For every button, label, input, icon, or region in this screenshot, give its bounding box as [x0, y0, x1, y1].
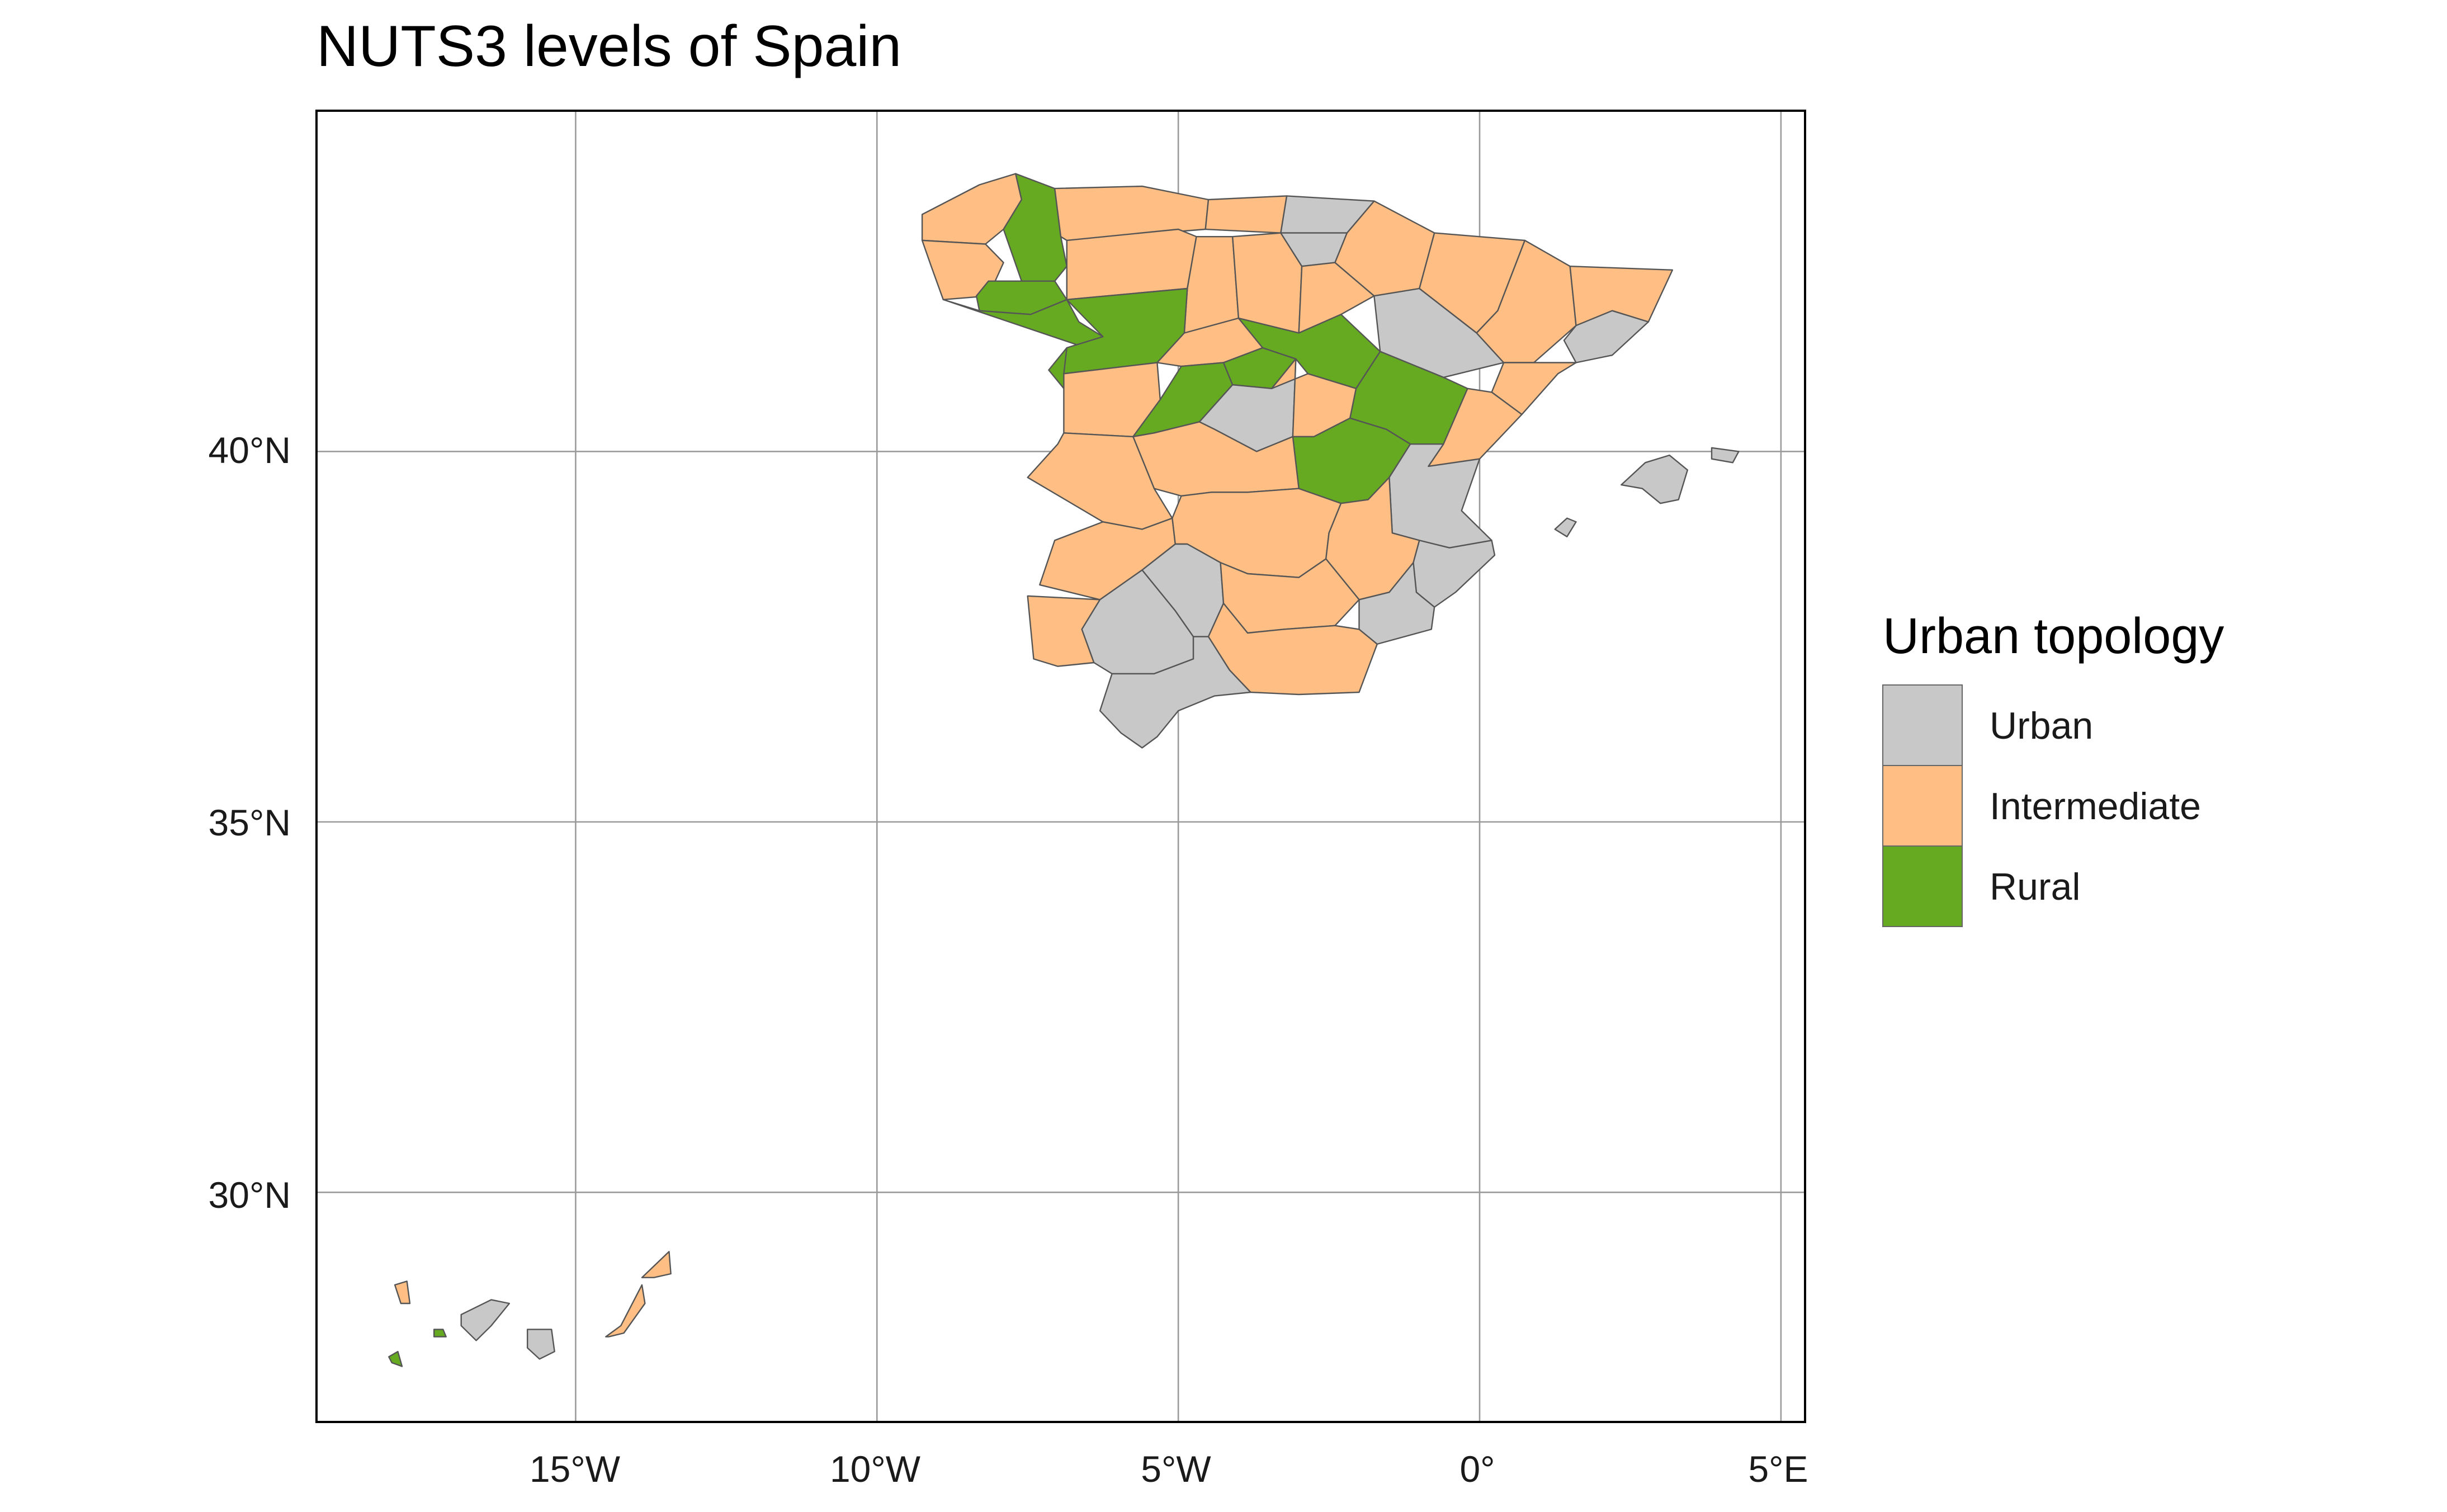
region-intermediate-53: [605, 1284, 646, 1338]
region-intermediate-6: [1204, 195, 1288, 234]
map-panel: [315, 110, 1806, 1423]
region-rural-50: [388, 1350, 403, 1367]
legend-label-urban: Urban: [1990, 705, 2093, 747]
legend-title: Urban topology: [1883, 608, 2224, 664]
region-urban-46: [1621, 454, 1689, 504]
legend-key-rural: [1882, 845, 1963, 927]
x-tick-label-0: 0°: [1459, 1448, 1495, 1490]
x-tick-label-10w: 10°W: [830, 1448, 921, 1490]
graticule: [316, 111, 1805, 1422]
y-axis: 40°N 35°N 30°N: [209, 429, 291, 1216]
chart-title: NUTS3 levels of Spain: [316, 14, 901, 79]
x-tick-label-5w: 5°W: [1141, 1448, 1211, 1490]
legend-label-intermediate: Intermediate: [1990, 785, 2201, 828]
region-urban-52: [527, 1329, 555, 1360]
x-tick-label-15w: 15°W: [530, 1448, 621, 1490]
panel-border: [315, 110, 1806, 1423]
region-intermediate-32: [1132, 421, 1300, 497]
region-urban-51: [460, 1299, 511, 1341]
region-urban-17: [1563, 310, 1650, 363]
region-urban-44: [1099, 636, 1251, 749]
x-axis: 15°W 10°W 5°W 0° 5°E: [530, 1448, 1808, 1490]
region-urban-47: [1711, 447, 1740, 464]
legend-key-urban: [1882, 684, 1963, 766]
y-tick-label-30n: 30°N: [209, 1174, 291, 1216]
region-intermediate-54: [641, 1251, 672, 1278]
x-tick-label-5e: 5°E: [1748, 1448, 1808, 1490]
region-intermediate-48: [394, 1281, 411, 1305]
y-tick-label-35n: 35°N: [209, 802, 291, 843]
y-tick-label-40n: 40°N: [209, 429, 291, 471]
nuts3-regions: [388, 173, 1740, 1367]
region-rural-49: [433, 1329, 447, 1338]
legend-label-rural: Rural: [1990, 866, 2081, 908]
legend: Urban topology Urban Intermediate Rural: [1882, 608, 2224, 927]
region-urban-45: [1554, 517, 1577, 537]
legend-key-intermediate: [1882, 765, 1963, 847]
